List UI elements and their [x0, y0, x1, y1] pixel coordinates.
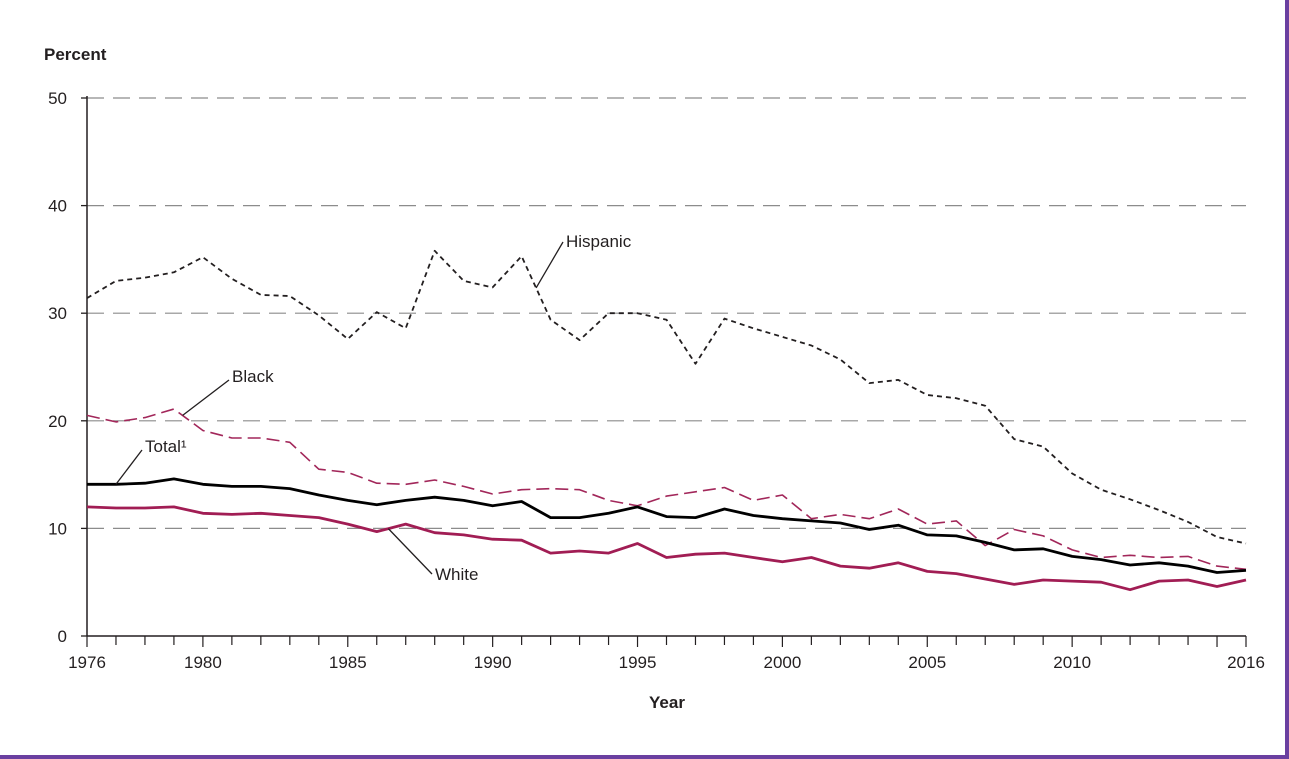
series-line-total: [87, 477, 1247, 574]
leader-line: [182, 379, 230, 416]
series-lines: [86, 249, 1247, 592]
y-tick-label: 50: [48, 89, 67, 108]
leader-line: [535, 241, 564, 289]
y-tick-label: 10: [48, 519, 67, 538]
leader-line: [387, 528, 433, 575]
y-axis-title: Percent: [44, 45, 107, 64]
gridlines: [87, 97, 1246, 530]
series-label-white: White: [435, 565, 478, 584]
series-line-hispanic: [86, 249, 1247, 545]
x-tick-label: 2000: [763, 653, 801, 672]
series-label-total: Total¹: [145, 437, 187, 456]
x-tick-label: 1980: [184, 653, 222, 672]
x-tick-label: 2005: [908, 653, 946, 672]
x-tick-label: 1995: [619, 653, 657, 672]
x-tick-label: 1976: [68, 653, 106, 672]
y-tick-label: 0: [58, 627, 67, 646]
leader-line: [115, 449, 143, 485]
y-axis-ticks: 0 10 20 30 40 50: [48, 89, 87, 646]
x-tick-label: 1985: [329, 653, 367, 672]
y-tick-label: 20: [48, 412, 67, 431]
series-label-black: Black: [232, 367, 274, 386]
x-tick-label: 2016: [1227, 653, 1265, 672]
series-line-white: [86, 505, 1247, 592]
y-tick-label: 30: [48, 304, 67, 323]
series-line-black: [86, 408, 1247, 571]
y-tick-label: 40: [48, 197, 67, 216]
x-tick-label: 2010: [1053, 653, 1091, 672]
x-axis-title: Year: [649, 693, 685, 712]
series-label-hispanic: Hispanic: [566, 232, 632, 251]
series-labels: Hispanic Black Total¹ White: [115, 232, 632, 584]
x-axis-ticks: 1976 1980 1985 1990 1995 2000 2005 2010 2016: [68, 636, 1265, 672]
x-tick-label: 1990: [474, 653, 512, 672]
